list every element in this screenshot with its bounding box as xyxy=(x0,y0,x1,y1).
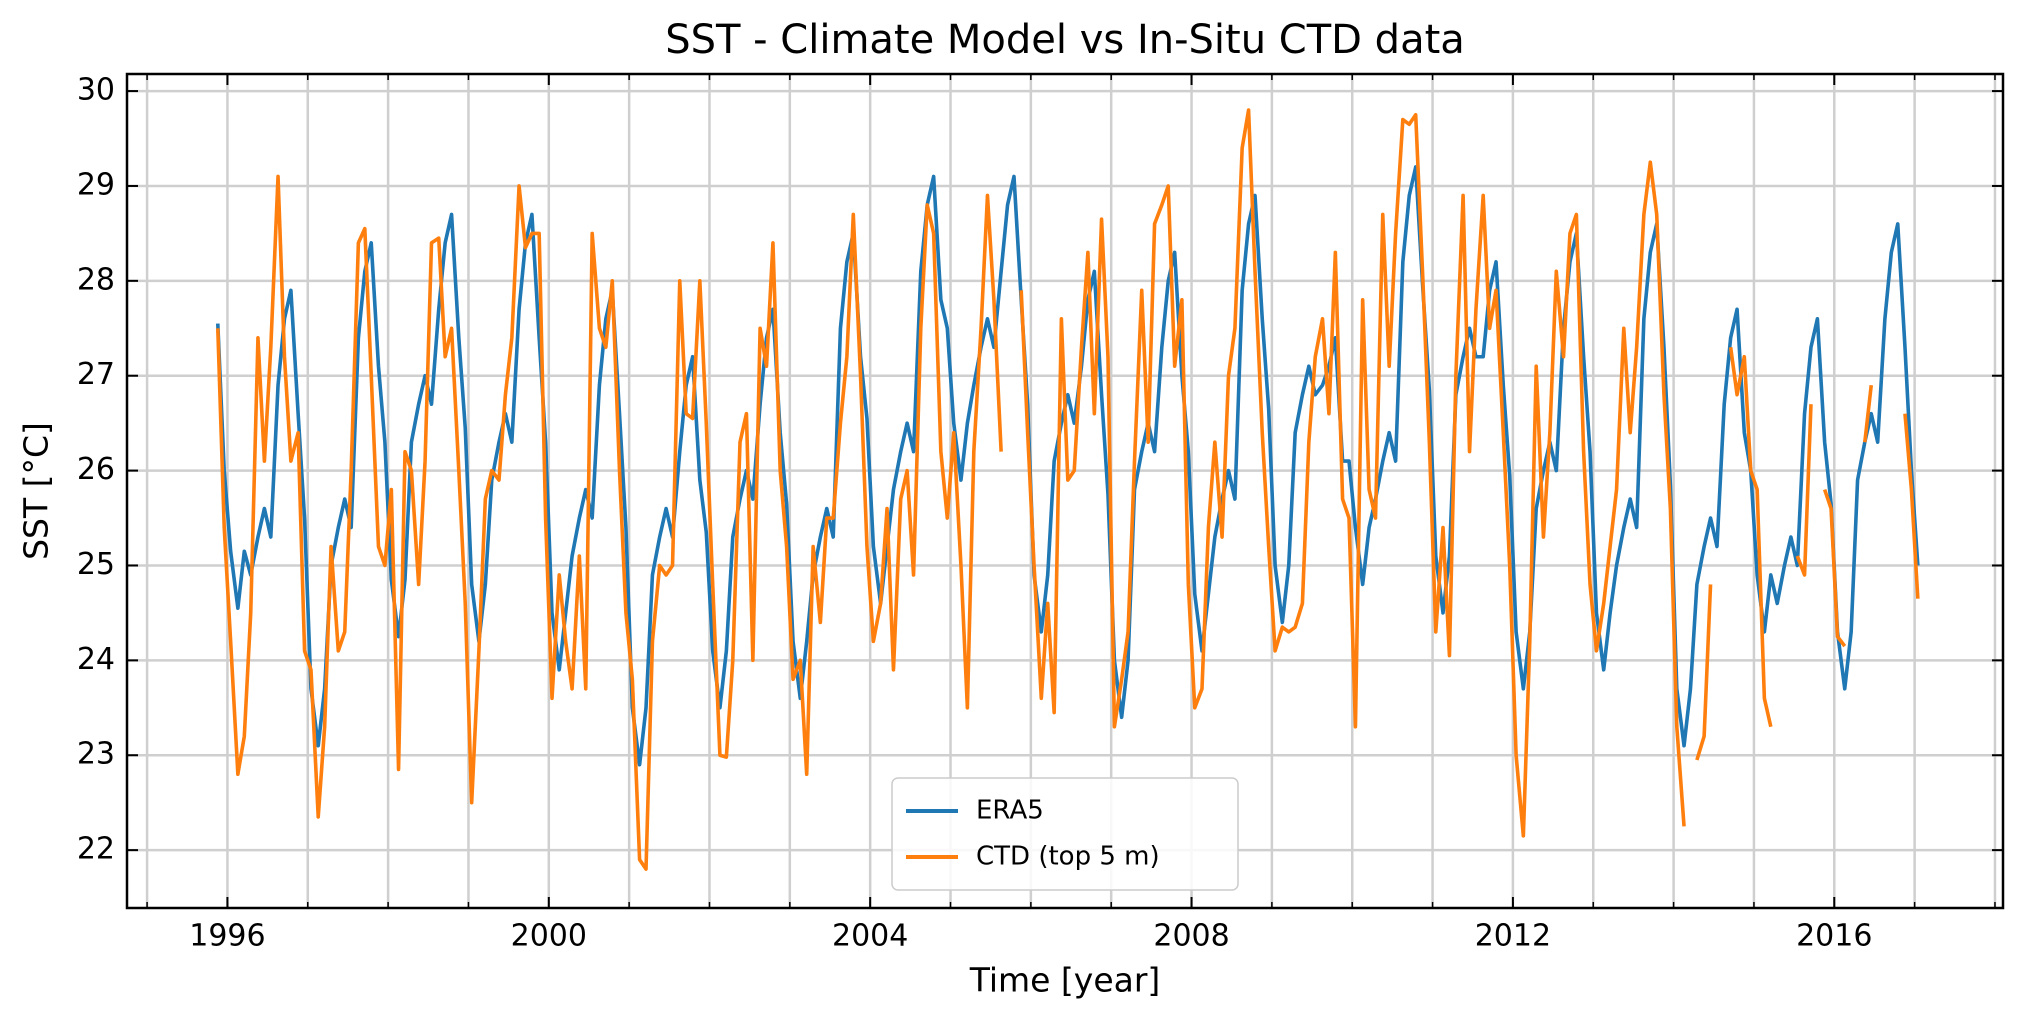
data-line xyxy=(215,108,1920,871)
x-axis-label: Time [year] xyxy=(969,961,1161,1000)
y-tick-label: 30 xyxy=(77,73,115,108)
y-axis-label: SST [°C] xyxy=(17,422,56,560)
y-tick-label: 26 xyxy=(77,452,115,487)
chart-title: SST - Climate Model vs In-Situ CTD data xyxy=(665,17,1465,63)
y-tick-label: 28 xyxy=(77,262,115,297)
legend: ERA5 CTD (top 5 m) xyxy=(891,777,1239,891)
x-tick-label: 2008 xyxy=(1153,919,1229,954)
y-tick-label: 29 xyxy=(77,167,115,202)
y-tick-label: 23 xyxy=(77,737,115,772)
x-tick-label: 2004 xyxy=(832,919,908,954)
x-tick-label: 1996 xyxy=(189,919,265,954)
y-tick-label: 24 xyxy=(77,642,115,677)
legend-label: ERA5 xyxy=(976,796,1044,826)
plot-frame xyxy=(125,72,2005,910)
x-tick-label: 2016 xyxy=(1796,919,1872,954)
x-tick-label: 2000 xyxy=(511,919,587,954)
y-tick-label: 25 xyxy=(77,547,115,582)
legend-label: CTD (top 5 m) xyxy=(976,842,1160,872)
y-tick-label: 27 xyxy=(77,357,115,392)
x-tick-label: 2012 xyxy=(1475,919,1551,954)
legend-box xyxy=(891,777,1239,891)
y-tick-label: 22 xyxy=(77,832,115,867)
